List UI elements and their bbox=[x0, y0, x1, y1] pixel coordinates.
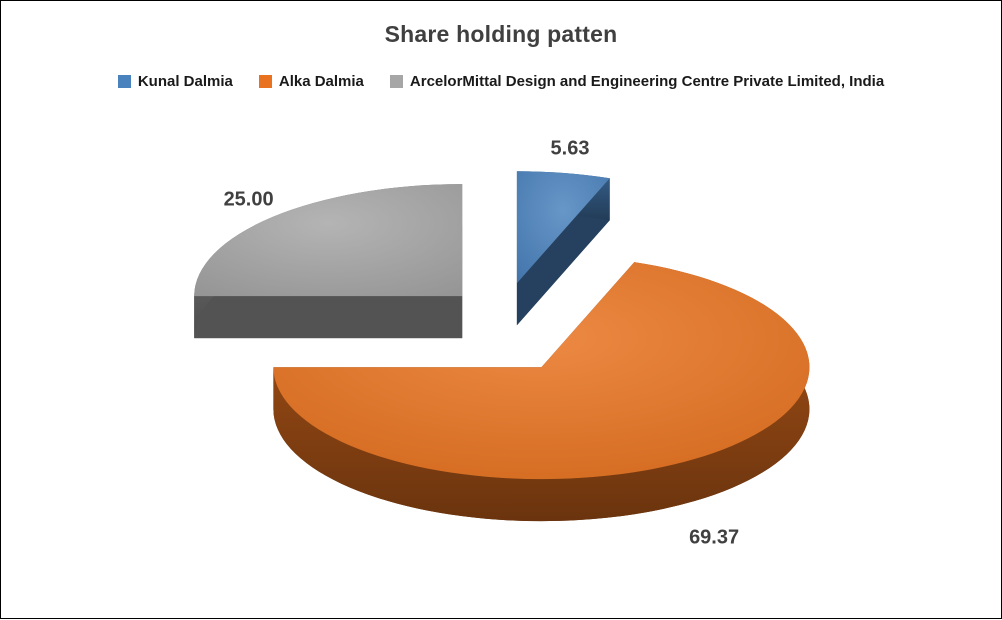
legend-label: ArcelorMittal Design and Engineering Cen… bbox=[409, 73, 885, 90]
legend-swatch bbox=[117, 75, 131, 88]
legend-swatch bbox=[258, 75, 272, 88]
legend-item[interactable]: ArcelorMittal Design and Engineering Cen… bbox=[389, 73, 885, 90]
pie-slice[interactable] bbox=[516, 171, 610, 326]
pie-slice-face bbox=[516, 171, 610, 284]
legend-swatch bbox=[389, 75, 403, 88]
legend-label: Alka Dalmia bbox=[278, 73, 364, 90]
legend: Kunal Dalmia Alka Dalmia ArcelorMittal Des… bbox=[1, 73, 1001, 90]
legend-label: Kunal Dalmia bbox=[137, 73, 233, 90]
chart-title: Share holding patten bbox=[384, 21, 618, 47]
legend-item[interactable]: Kunal Dalmia bbox=[117, 73, 233, 90]
data-label: 69.37 bbox=[689, 526, 739, 548]
pie-slice-face bbox=[273, 262, 810, 480]
pie-slice[interactable] bbox=[194, 184, 463, 339]
legend-item[interactable]: Alka Dalmia bbox=[258, 73, 364, 90]
data-label: 5.63 bbox=[551, 137, 590, 159]
data-label: 25.00 bbox=[224, 189, 274, 211]
pie-slice-face bbox=[194, 184, 463, 297]
pie-slice-face bbox=[194, 296, 463, 339]
pie-slice[interactable] bbox=[273, 262, 810, 522]
